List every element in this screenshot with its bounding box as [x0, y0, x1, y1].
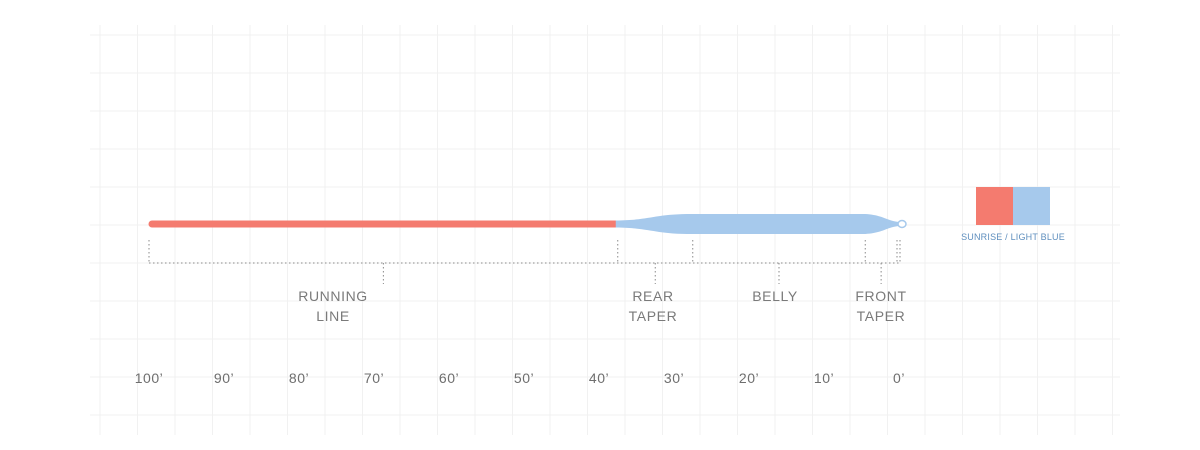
color-swatch-light-blue: [1013, 187, 1050, 225]
scale-label: 100’: [134, 370, 164, 386]
scale-label: 70’: [363, 370, 385, 386]
tip-loop: [897, 219, 907, 229]
scale-label: 60’: [438, 370, 460, 386]
head-section: [615, 214, 899, 234]
color-swatch-sunrise: [976, 187, 1013, 225]
scale-label: 80’: [288, 370, 310, 386]
scale-label: 10’: [813, 370, 835, 386]
running-line-section: [148, 220, 618, 228]
segment-label-front-taper: FRONT TAPER: [855, 288, 907, 324]
segment-label-belly: BELLY: [752, 288, 798, 304]
scale-label: 0’: [893, 370, 905, 386]
legend-label: SUNRISE / LIGHT BLUE: [961, 232, 1065, 242]
scale-label: 20’: [738, 370, 760, 386]
segment-guides: [148, 240, 901, 284]
scale-label: 30’: [663, 370, 685, 386]
scale-label: 50’: [513, 370, 535, 386]
background-grid: [90, 25, 1120, 435]
scale-label: 90’: [213, 370, 235, 386]
segment-label-running-line: RUNNING LINE: [298, 288, 368, 324]
scale-label: 40’: [588, 370, 610, 386]
segment-label-rear-taper: REAR TAPER: [628, 288, 678, 324]
